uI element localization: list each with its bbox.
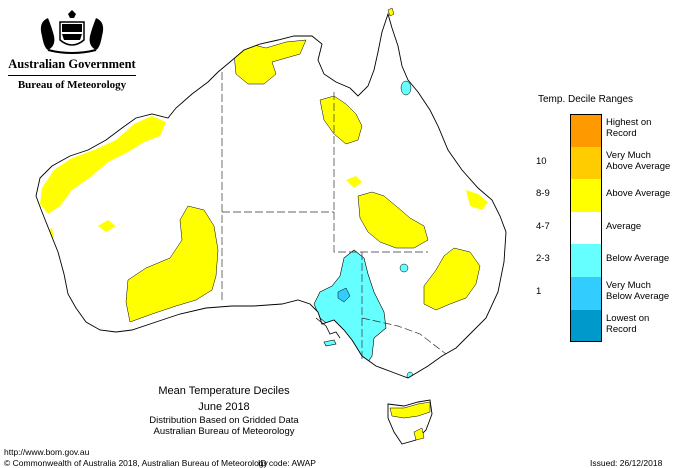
legend-label-line1: Average — [606, 220, 642, 232]
map-title: Mean Temperature Deciles — [158, 385, 290, 397]
legend-swatch — [570, 146, 602, 180]
map-subtitle-source: Australian Bureau of Meteorology — [153, 426, 295, 437]
legend-item: Lowest on Record — [536, 309, 676, 343]
legend-label-line1: Very Much — [606, 280, 651, 291]
footer-issued: Issued: 26/12/2018 — [590, 458, 663, 468]
legend-label-line1: Above Average — [606, 188, 671, 200]
government-logo: Australian Government Bureau of Meteorol… — [8, 10, 136, 91]
below-average-spot-nsw-west — [399, 263, 409, 273]
footer-copyright: © Commonwealth of Australia 2018, Austra… — [4, 458, 268, 468]
legend-label: Above Average — [606, 188, 680, 199]
legend-label: Lowest on Record — [606, 313, 680, 335]
torres-strait-islands — [387, 7, 395, 17]
legend-label: Highest on Record — [606, 117, 680, 139]
legend-label-line2: Below Average — [606, 291, 670, 302]
above-average-region-nsw — [424, 248, 480, 310]
legend-label-line1: Highest on — [606, 117, 652, 128]
map-titles: Mean Temperature Deciles June 2018 Distr… — [130, 385, 318, 437]
above-average-region-qld-coast — [466, 190, 488, 210]
map-subtitle-distribution: Distribution Based on Gridded Data — [149, 415, 299, 426]
above-average-region-tasmania-south — [413, 427, 425, 441]
legend-swatch — [570, 179, 602, 212]
legend-swatch — [570, 211, 602, 245]
very-much-below-average-spot — [337, 287, 351, 303]
legend-range: 8-9 — [536, 188, 550, 200]
above-average-region-nt-north — [320, 96, 362, 144]
legend-range: 4-7 — [536, 220, 550, 232]
legend-range: 2-3 — [536, 253, 550, 265]
legend-label-line1: Very Much — [606, 149, 651, 161]
legend-label-line1: Lowest on — [606, 312, 650, 324]
legend-item: 2-3 Below Average — [536, 244, 676, 277]
legend-label-line2: Record — [606, 128, 637, 139]
footer-url[interactable]: http://www.bom.gov.au — [4, 447, 90, 457]
kangaroo-island — [323, 339, 337, 347]
legend-item: 4-7 Average — [536, 211, 676, 245]
legend-label-line1: Below Average — [606, 253, 670, 265]
above-average-region-wa-southwest — [126, 206, 218, 322]
state-borders — [221, 72, 447, 360]
legend-range: 1 — [536, 286, 542, 297]
above-average-region-tasmania-north — [389, 401, 431, 419]
legend-swatch — [570, 244, 602, 277]
legend-swatch — [570, 277, 602, 310]
legend-label: Average — [606, 221, 680, 232]
footer-id-code: ID code: AWAP — [258, 458, 316, 468]
legend-range: 10 — [536, 155, 547, 167]
above-average-region-kimberley — [234, 40, 306, 84]
legend-label: Below Average — [606, 253, 680, 264]
legend-swatch — [570, 309, 602, 343]
above-average-region-qld-west — [358, 192, 428, 248]
legend-label-line2: Above Average — [606, 160, 671, 172]
legend-item: 8-9 Above Average — [536, 179, 676, 212]
above-average-region-nt-center — [346, 176, 362, 188]
legend-item: 10 Very Much Above Average — [536, 146, 676, 180]
legend-label: Very Much Below Average — [606, 280, 680, 302]
coat-of-arms-icon — [40, 10, 104, 54]
legend-item: Highest on Record — [536, 114, 676, 147]
legend-swatch — [570, 114, 602, 147]
map-period: June 2018 — [198, 401, 250, 413]
below-average-spot-cape-york — [400, 80, 412, 96]
legend-label-line2: Record — [606, 323, 637, 335]
above-average-region-wa-north — [98, 220, 116, 232]
legend-item: 1 Very Much Below Average — [536, 277, 676, 310]
legend-title: Temp. Decile Ranges — [538, 94, 634, 105]
government-name: Australian Government — [8, 57, 136, 71]
above-average-region-pilbara — [40, 116, 166, 214]
legend-label: Very Much Above Average — [606, 150, 680, 172]
bureau-name: Bureau of Meteorology — [8, 75, 136, 91]
